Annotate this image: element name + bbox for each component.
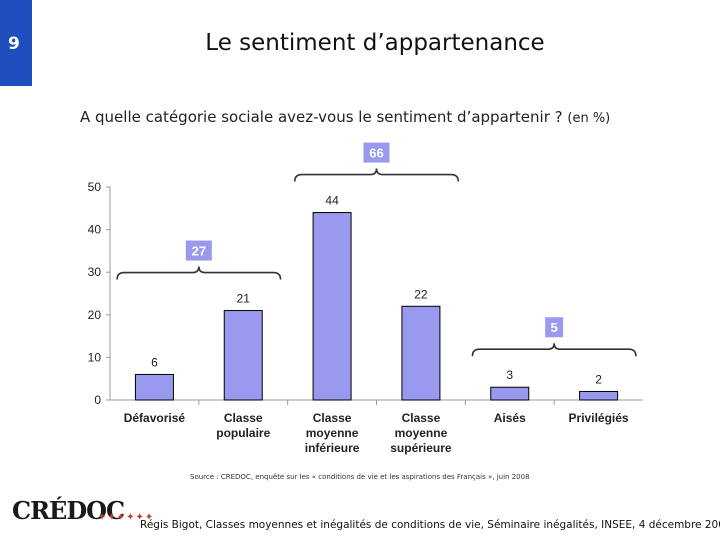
category-label: Défavorisé [124, 411, 186, 425]
chart-question: A quelle catégorie sociale avez-vous le … [80, 108, 610, 126]
group-total-label: 66 [369, 146, 383, 161]
bar-value-label: 21 [237, 292, 251, 306]
bar [134, 373, 174, 401]
bar [401, 305, 441, 401]
unit-label: (en %) [567, 111, 611, 126]
group-total-label: 5 [551, 320, 558, 335]
question-text: A quelle catégorie sociale avez-vous le … [80, 108, 563, 126]
logo-text: CRÉDOC [12, 496, 125, 525]
y-tick-label: 40 [88, 223, 102, 237]
source-note: Source : CREDOC, enquête sur les « condi… [190, 473, 530, 481]
category-label: Privilégiés [569, 411, 629, 425]
category-label: Classe moyenne supérieure [390, 411, 452, 455]
y-tick-label: 30 [88, 265, 102, 279]
bar [223, 310, 263, 401]
y-tick-label: 0 [94, 393, 101, 407]
y-tick-label: 50 [88, 180, 102, 194]
y-tick-label: 10 [88, 350, 102, 364]
bar [579, 390, 619, 401]
group-brace [116, 266, 282, 280]
category-label: Classe moyenne inférieure [305, 411, 360, 455]
group-total-label: 27 [192, 244, 206, 259]
category-label: Classe populaire [216, 411, 270, 440]
bar-value-label: 2 [595, 372, 602, 386]
bar [312, 212, 352, 401]
group-brace [293, 168, 460, 182]
logo-figures-icon: ✦✦✦✦✦✦ [98, 512, 155, 523]
page-number-box: 9 [0, 0, 32, 86]
page-number: 9 [8, 34, 20, 54]
group-total-box [545, 317, 564, 338]
category-label: Aisés [494, 411, 526, 425]
bar-value-label: 44 [325, 194, 339, 208]
bar-value-label: 6 [151, 355, 158, 369]
footer-citation: Régis Bigot, Classes moyennes et inégali… [140, 519, 720, 531]
y-tick-label: 20 [88, 308, 102, 322]
bar [490, 386, 530, 401]
bar-value-label: 3 [506, 368, 513, 382]
page-title: Le sentiment d’appartenance [205, 30, 545, 56]
credoc-logo: CRÉDOC ✦✦✦✦✦✦ [12, 496, 153, 534]
group-total-box [363, 142, 390, 163]
group-total-box [185, 240, 212, 261]
bar-chart: 0 10 20 30 40 50 6 Défavorisé 21 Classe populaire 4… [88, 142, 643, 455]
group-brace [471, 343, 637, 357]
bar-value-label: 22 [414, 287, 428, 301]
